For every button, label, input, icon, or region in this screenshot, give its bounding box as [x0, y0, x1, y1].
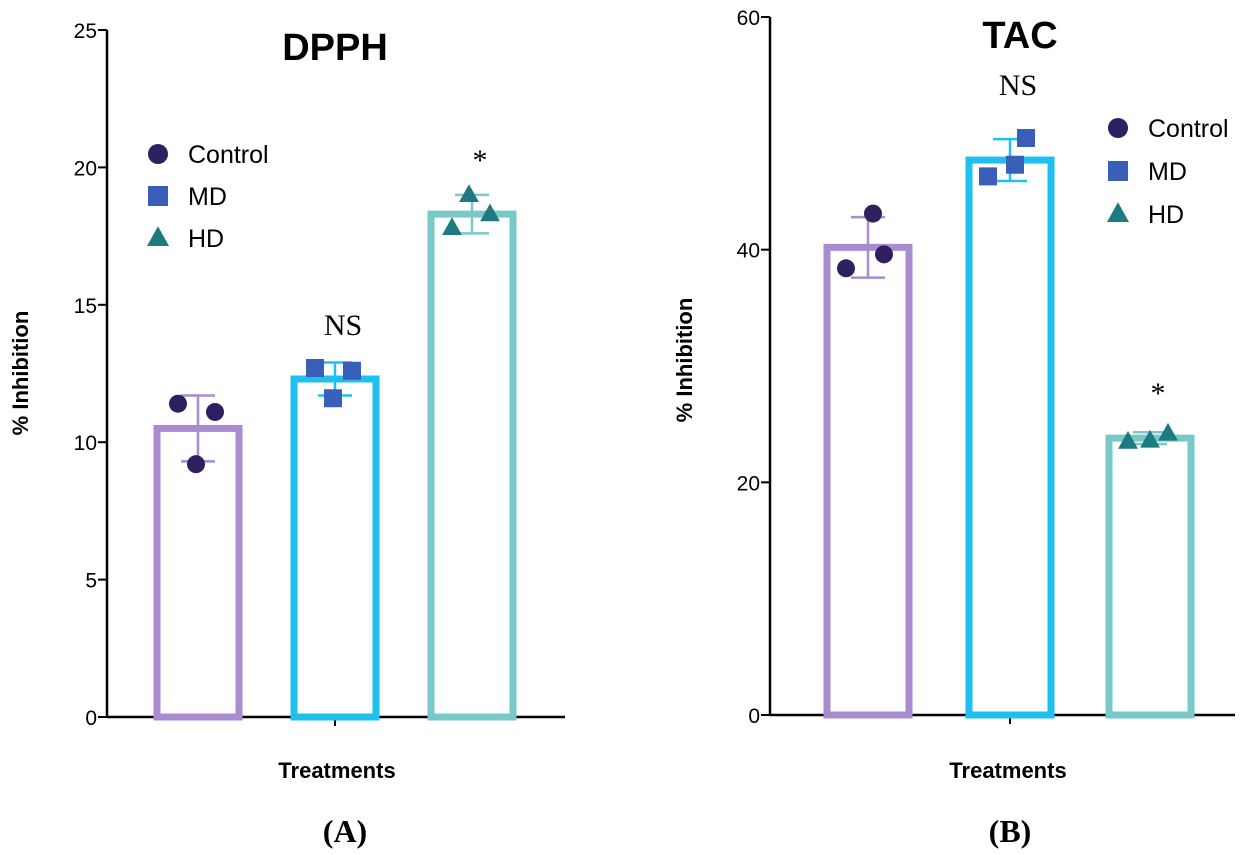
- bar-hd: [1105, 434, 1195, 719]
- data-point-hd: [442, 217, 462, 236]
- not-significant-label: NS: [999, 69, 1037, 102]
- not-significant-label: NS: [324, 309, 362, 342]
- legend: Control MD HD: [1107, 115, 1229, 229]
- data-points: [169, 184, 500, 474]
- bar-hd: [427, 210, 517, 721]
- data-point-hd: [1140, 429, 1160, 448]
- chart-title: DPPH: [282, 27, 388, 69]
- data-point-md: [1006, 155, 1024, 174]
- y-tick-label: 60: [737, 7, 760, 30]
- data-point-hd: [1118, 431, 1138, 449]
- legend-label: MD: [1148, 158, 1187, 186]
- y-tick-label: 40: [737, 240, 760, 263]
- x-axis-title: Treatments: [949, 758, 1066, 783]
- data-point-control: [206, 402, 224, 421]
- legend: Control MD HD: [147, 141, 269, 253]
- data-point-hd: [480, 203, 500, 222]
- data-point-hd: [1158, 422, 1178, 441]
- y-tick-label: 0: [748, 705, 760, 728]
- x-axis-title: Treatments: [278, 758, 395, 783]
- legend-label: MD: [188, 183, 227, 211]
- legend-label: Control: [1148, 115, 1229, 143]
- data-point-control: [864, 204, 882, 223]
- bars: [823, 156, 1195, 719]
- bar-control: [823, 243, 913, 719]
- legend-label: HD: [1148, 201, 1184, 229]
- significance-asterisk: *: [1151, 377, 1166, 410]
- y-tick-labels: 0 20 40 60: [737, 7, 760, 728]
- y-tick-label: 10: [74, 432, 97, 455]
- y-tick-label: 20: [737, 472, 760, 495]
- legend-marker-control: [1108, 118, 1128, 138]
- significance-asterisk: *: [473, 144, 488, 177]
- y-tick-label: 5: [85, 570, 97, 593]
- y-axis-title: % Inhibition: [672, 298, 697, 423]
- data-point-control: [187, 455, 205, 474]
- data-point-md: [979, 167, 997, 186]
- legend-marker-hd: [1107, 202, 1129, 222]
- data-point-md: [1017, 128, 1035, 147]
- data-point-md: [343, 361, 361, 380]
- legend-marker-hd: [147, 226, 169, 246]
- panel-a: DPPH % Inhibition Treatments (A) 0 5 10 15 2…: [8, 20, 565, 849]
- y-axis-title: % Inhibition: [8, 311, 33, 436]
- legend-marker-md: [1108, 161, 1128, 181]
- chart-title: TAC: [982, 15, 1057, 57]
- y-tick-label: 15: [74, 295, 97, 318]
- legend-marker-md: [148, 186, 168, 206]
- data-point-hd: [459, 184, 479, 203]
- bar-md: [290, 375, 380, 721]
- panel-b: TAC % Inhibition Treatments (B) 0204060 …: [672, 7, 1235, 849]
- y-tick-label: 20: [74, 157, 97, 180]
- data-point-control: [875, 245, 893, 264]
- panel-label: (B): [989, 813, 1032, 849]
- annotations: NS *: [324, 144, 488, 342]
- legend-label: Control: [188, 141, 269, 169]
- y-tick-label: 0: [85, 707, 97, 730]
- bars: [153, 210, 517, 721]
- y-tick-label: 25: [74, 20, 97, 43]
- legend-marker-control: [148, 144, 168, 164]
- panel-label: (A): [323, 813, 367, 849]
- data-point-control: [169, 394, 187, 413]
- annotations: NS *: [999, 69, 1166, 410]
- data-point-control: [837, 259, 855, 278]
- legend-label: HD: [188, 225, 224, 253]
- data-point-md: [324, 389, 342, 408]
- y-tick-labels: 0 5 10 15 20 25: [74, 20, 97, 730]
- data-point-md: [306, 359, 324, 378]
- data-points: [837, 128, 1178, 449]
- bar-md: [965, 156, 1055, 719]
